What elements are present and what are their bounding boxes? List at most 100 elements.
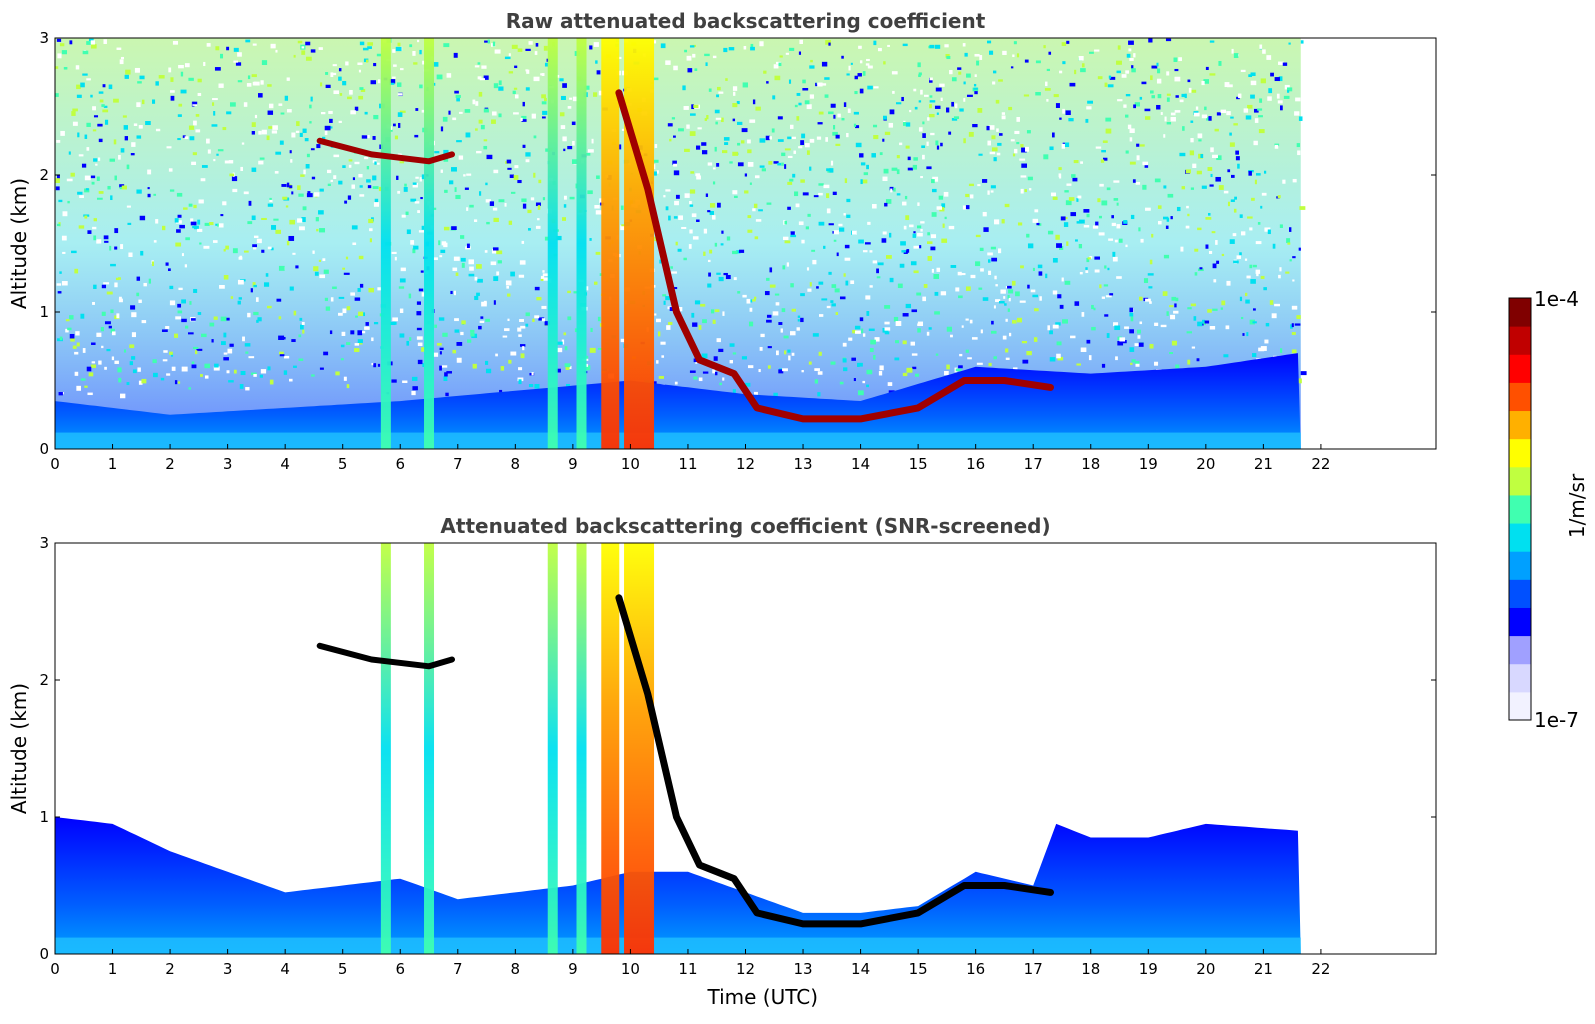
x-tick-label: 6 — [395, 960, 405, 978]
y-axis-ticks: 0 1 2 3 — [39, 29, 1436, 458]
x-tick-label: 1 — [108, 455, 118, 473]
x-tick-label: 12 — [736, 960, 755, 978]
x-tick-label: 6 — [395, 455, 405, 473]
x-tick-label: 0 — [50, 960, 60, 978]
cloud-layer — [615, 594, 1054, 928]
x-axis-ticks: 0 1 2 3 4 5 6 7 8 9 10 11 12 13 14 15 16 17 18 19 20 21 22 — [50, 444, 1330, 473]
elevated-cloud — [316, 642, 455, 670]
colorbar-swatch — [1509, 579, 1531, 608]
colorbar-min-label: 1e-7 — [1534, 708, 1579, 732]
colorbar-frame — [1508, 297, 1532, 721]
column-2 — [547, 543, 558, 954]
x-tick-label: 18 — [1081, 455, 1100, 473]
boundary-layer-region — [55, 817, 1301, 954]
x-tick-label: 8 — [511, 455, 521, 473]
column-5 — [624, 38, 655, 449]
panel-title: Raw attenuated backscattering coefficien… — [506, 9, 986, 33]
x-tick-label: 5 — [338, 455, 348, 473]
column-3 — [576, 38, 587, 449]
column-1 — [424, 38, 435, 449]
x-tick-label: 18 — [1081, 960, 1100, 978]
x-tick-label: 9 — [568, 455, 578, 473]
colorbar: 1e-4 1e-7 1/m/sr — [1508, 287, 1589, 732]
colorbar-swatch — [1509, 410, 1531, 440]
column-2 — [547, 38, 558, 449]
x-tick-label: 21 — [1254, 960, 1273, 978]
column-0 — [380, 543, 391, 954]
colorbar-swatch — [1509, 438, 1531, 468]
y-axis-label: Altitude (km) — [7, 683, 31, 814]
x-tick-label: 10 — [621, 960, 640, 978]
x-tick-label: 16 — [966, 960, 985, 978]
x-tick-label: 0 — [50, 455, 60, 473]
precipitation-columns — [380, 543, 655, 954]
x-tick-label: 3 — [223, 455, 233, 473]
x-tick-label: 7 — [453, 960, 463, 978]
y-tick-label: 3 — [39, 534, 49, 552]
x-tick-label: 8 — [511, 960, 521, 978]
x-tick-label: 22 — [1311, 960, 1330, 978]
column-4 — [601, 543, 620, 954]
x-tick-label: 2 — [165, 960, 175, 978]
panel-screened: Attenuated backscattering coefficient (S… — [7, 514, 1437, 1009]
colorbar-swatch — [1509, 551, 1531, 580]
surface-layer — [55, 937, 1301, 954]
x-tick-label: 13 — [793, 960, 812, 978]
x-tick-label: 20 — [1196, 455, 1215, 473]
y-tick-label: 1 — [39, 303, 49, 321]
x-tick-label: 20 — [1196, 960, 1215, 978]
y-tick-label: 2 — [39, 671, 49, 689]
x-tick-label: 3 — [223, 960, 233, 978]
column-3 — [576, 543, 587, 954]
x-tick-label: 17 — [1024, 455, 1043, 473]
x-tick-label: 14 — [851, 455, 870, 473]
column-0 — [380, 38, 391, 449]
y-tick-label: 0 — [39, 440, 49, 458]
x-tick-label: 7 — [453, 455, 463, 473]
x-tick-label: 22 — [1311, 455, 1330, 473]
colorbar-max-label: 1e-4 — [1534, 287, 1579, 311]
x-tick-label: 16 — [966, 455, 985, 473]
panel-title: Attenuated backscattering coefficient (S… — [440, 514, 1050, 538]
colorbar-swatch — [1509, 607, 1531, 637]
y-axis-label: Altitude (km) — [7, 178, 31, 309]
column-1 — [424, 543, 435, 954]
x-tick-label: 19 — [1139, 960, 1158, 978]
colorbar-unit-label: 1/m/sr — [1565, 473, 1589, 538]
x-tick-label: 1 — [108, 960, 118, 978]
precipitation-columns — [380, 38, 655, 449]
heatmap-field — [55, 38, 1307, 449]
x-tick-label: 5 — [338, 960, 348, 978]
x-tick-label: 2 — [165, 455, 175, 473]
colorbar-swatch — [1509, 382, 1531, 412]
heatmap-field — [55, 543, 1301, 954]
elevated-cloud — [316, 137, 455, 165]
x-tick-label: 12 — [736, 455, 755, 473]
y-axis-ticks: 0 1 2 3 — [39, 534, 1436, 963]
x-tick-label: 19 — [1139, 455, 1158, 473]
colorbar-swatch — [1509, 635, 1531, 665]
y-tick-label: 0 — [39, 945, 49, 963]
x-tick-label: 14 — [851, 960, 870, 978]
y-tick-label: 3 — [39, 29, 49, 47]
panel-raw: Raw attenuated backscattering coefficien… — [7, 9, 1437, 473]
x-axis-label: Time (UTC) — [706, 985, 818, 1009]
colorbar-swatch — [1509, 326, 1531, 355]
x-tick-label: 11 — [678, 455, 697, 473]
colorbar-swatch — [1509, 354, 1531, 383]
x-tick-label: 15 — [909, 455, 928, 473]
x-tick-label: 10 — [621, 455, 640, 473]
colorbar-swatch — [1509, 663, 1531, 693]
colorbar-swatch — [1509, 691, 1531, 721]
column-4 — [601, 38, 620, 449]
cloud-layer — [615, 89, 1054, 423]
x-tick-label: 11 — [678, 960, 697, 978]
x-tick-label: 4 — [280, 455, 290, 473]
colorbar-swatch — [1509, 523, 1531, 552]
x-tick-label: 17 — [1024, 960, 1043, 978]
colorbar-swatch — [1509, 298, 1531, 327]
column-5 — [624, 543, 655, 954]
y-tick-label: 1 — [39, 808, 49, 826]
surface-layer — [55, 432, 1301, 449]
